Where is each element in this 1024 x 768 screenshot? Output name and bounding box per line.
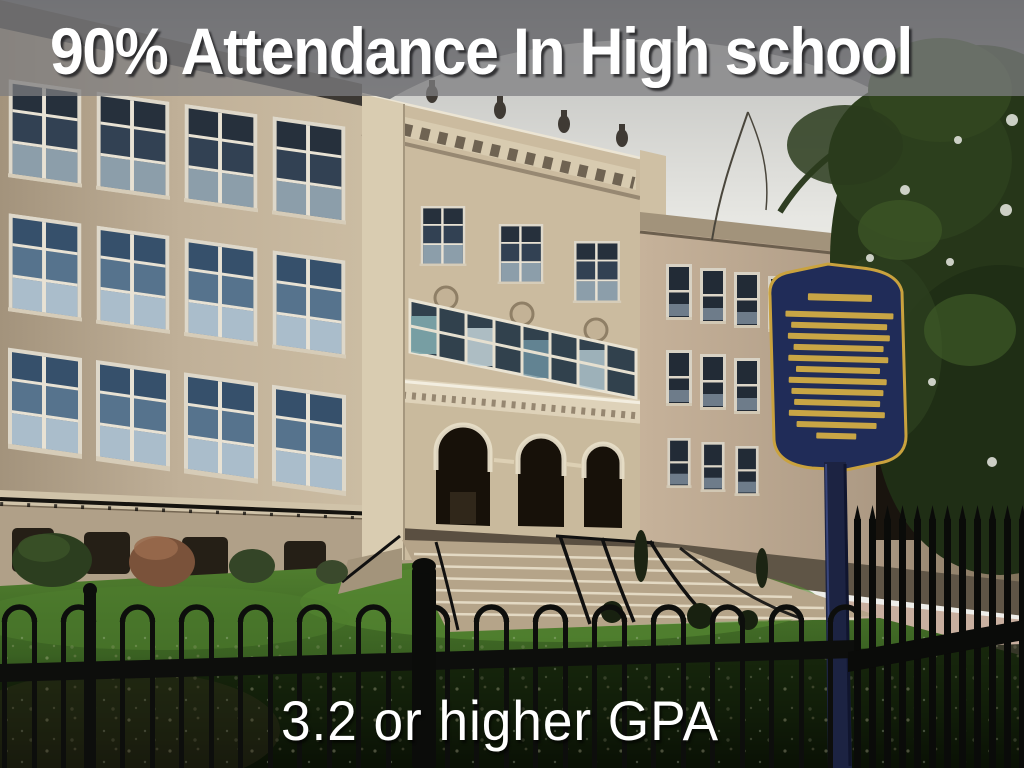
twig-branches	[711, 111, 749, 241]
entrance-arches	[436, 425, 622, 528]
bushes	[12, 533, 348, 587]
marker-text-lines	[785, 293, 894, 440]
porch-cornice	[398, 378, 666, 426]
center-pavilion	[361, 80, 667, 560]
title-bar	[0, 0, 1024, 96]
slide-title: 90% Attendance In High school	[50, 14, 913, 88]
medallions	[433, 285, 609, 343]
slide-caption: 3.2 or higher GPA	[280, 689, 720, 752]
terrace-railing	[0, 497, 379, 516]
iron-fence	[0, 505, 1024, 768]
gate-post	[412, 568, 436, 768]
pavilion-left-pilaster	[362, 94, 404, 560]
